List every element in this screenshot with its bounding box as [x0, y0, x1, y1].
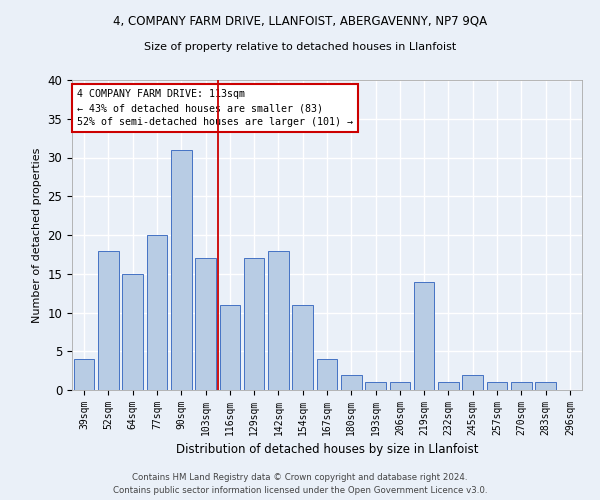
Bar	[244, 258, 265, 390]
Bar	[292, 304, 313, 390]
Text: Size of property relative to detached houses in Llanfoist: Size of property relative to detached ho…	[144, 42, 456, 52]
Text: 4, COMPANY FARM DRIVE, LLANFOIST, ABERGAVENNY, NP7 9QA: 4, COMPANY FARM DRIVE, LLANFOIST, ABERGA…	[113, 15, 487, 28]
Bar	[511, 382, 532, 390]
Y-axis label: Number of detached properties: Number of detached properties	[32, 148, 42, 322]
Bar	[220, 304, 240, 390]
Bar	[341, 374, 362, 390]
Text: Contains public sector information licensed under the Open Government Licence v3: Contains public sector information licen…	[113, 486, 487, 495]
Bar	[146, 235, 167, 390]
X-axis label: Distribution of detached houses by size in Llanfoist: Distribution of detached houses by size …	[176, 444, 478, 456]
Bar	[122, 274, 143, 390]
Bar	[365, 382, 386, 390]
Text: Contains HM Land Registry data © Crown copyright and database right 2024.: Contains HM Land Registry data © Crown c…	[132, 472, 468, 482]
Bar	[438, 382, 459, 390]
Bar	[463, 374, 483, 390]
Bar	[535, 382, 556, 390]
Bar	[487, 382, 508, 390]
Bar	[268, 250, 289, 390]
Bar	[195, 258, 216, 390]
Text: 4 COMPANY FARM DRIVE: 113sqm
← 43% of detached houses are smaller (83)
52% of se: 4 COMPANY FARM DRIVE: 113sqm ← 43% of de…	[77, 90, 353, 128]
Bar	[74, 359, 94, 390]
Bar	[317, 359, 337, 390]
Bar	[98, 250, 119, 390]
Bar	[389, 382, 410, 390]
Bar	[414, 282, 434, 390]
Bar	[171, 150, 191, 390]
